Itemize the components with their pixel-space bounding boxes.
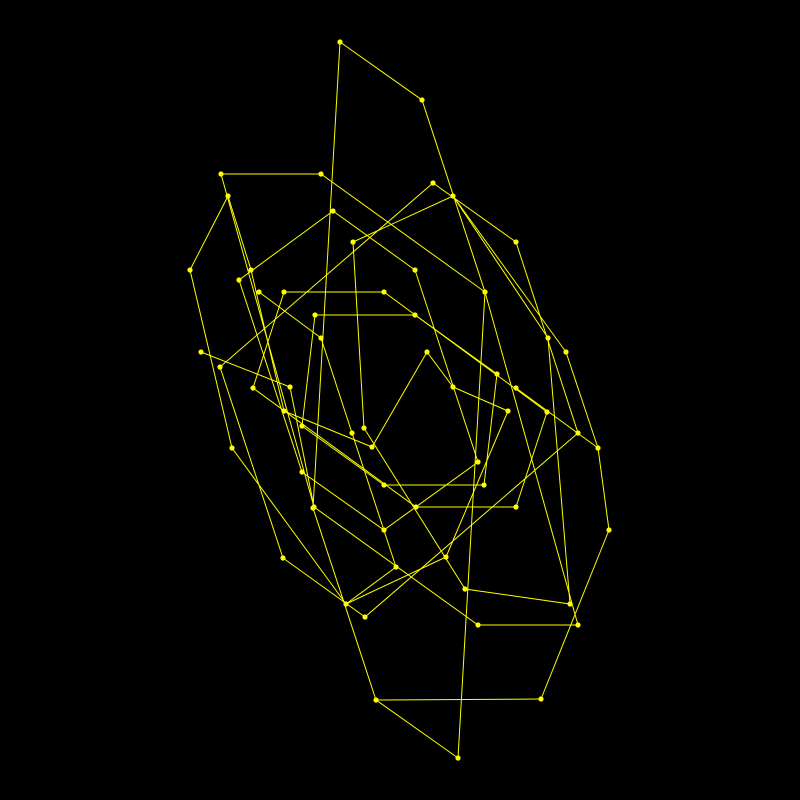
vertex-dot-54 [287, 384, 293, 390]
vertex-dot-16 [280, 555, 286, 561]
vertex-dot-12 [430, 180, 436, 186]
vertex-dot-30 [312, 312, 318, 318]
vertex-dot-3 [482, 289, 488, 295]
vertex-dot-11 [311, 504, 317, 510]
vertex-dot-8 [318, 171, 324, 177]
edge-segment-7 [371, 351, 428, 448]
vertex-dot-53 [198, 349, 204, 355]
vertex-dot-57 [606, 527, 612, 533]
vertex-dot-52 [225, 193, 231, 199]
vertex-dot-1 [337, 39, 343, 45]
vertex-dot-13 [513, 239, 519, 245]
edge-segment-1 [189, 269, 233, 449]
vertex-dot-10 [475, 622, 481, 628]
edge-segment-9 [250, 269, 285, 412]
vertex-dot-41 [361, 425, 367, 431]
edge-segment-6 [426, 351, 454, 388]
edge-segment-2 [231, 447, 347, 605]
edge-segment-18 [565, 351, 599, 449]
edge-segment-14 [515, 387, 599, 449]
edge-segment-15 [597, 447, 610, 531]
vertex-dot-37 [450, 193, 456, 199]
vertex-dot-14 [575, 430, 581, 436]
vertex-dot-15 [362, 614, 368, 620]
vertex-dot-60 [256, 289, 262, 295]
edge-segment-20 [258, 291, 322, 339]
vertex-dot-35 [299, 423, 305, 429]
vertex-dot-56 [595, 445, 601, 451]
vertex-dot-39 [567, 601, 573, 607]
vertex-dot-20 [475, 459, 481, 465]
edge-segment-8 [283, 410, 373, 448]
vertex-dot-5 [373, 697, 379, 703]
vertex-dot-55 [513, 385, 519, 391]
edge-segment-21 [320, 337, 353, 434]
vertex-dot-17 [217, 364, 223, 370]
vertex-dot-32 [494, 371, 500, 377]
vertex-dot-25 [381, 289, 387, 295]
edge-segment-4 [445, 410, 509, 558]
edge-segment-11 [189, 195, 229, 271]
edge-segment-3 [345, 556, 447, 605]
vertex-dot-29 [250, 385, 256, 391]
vertex-dot-62 [349, 430, 355, 436]
vertex-dot-7 [218, 171, 224, 177]
edge-segment-17 [375, 698, 542, 701]
vertex-dot-51 [248, 267, 254, 273]
edge-segment-19 [452, 195, 567, 353]
vertices-layer [187, 39, 612, 761]
vertex-dot-40 [462, 586, 468, 592]
vertex-dot-50 [281, 408, 287, 414]
vertex-dot-4 [455, 755, 461, 761]
vertex-dot-28 [413, 504, 419, 510]
vertex-dot-36 [350, 239, 356, 245]
vertex-dot-46 [505, 408, 511, 414]
vertex-dot-27 [513, 504, 519, 510]
vertex-dot-18 [330, 208, 336, 214]
edge-segment-13 [289, 386, 315, 508]
vertex-dot-19 [412, 267, 418, 273]
vertex-dot-59 [563, 349, 569, 355]
vertex-dot-33 [481, 482, 487, 488]
vertex-dot-61 [318, 335, 324, 341]
vertex-dot-31 [412, 312, 418, 318]
vertex-dot-2 [419, 97, 425, 103]
vertex-dot-23 [236, 277, 242, 283]
vertex-dot-48 [424, 349, 430, 355]
vertex-dot-42 [187, 267, 193, 273]
vertex-dot-38 [545, 335, 551, 341]
vertex-dot-47 [450, 384, 456, 390]
vertex-dot-45 [443, 554, 449, 560]
edge-segment-12 [200, 351, 291, 388]
vertex-dot-22 [299, 469, 305, 475]
vertex-dot-34 [381, 482, 387, 488]
edge-segment-5 [452, 386, 509, 412]
vertex-dot-44 [343, 601, 349, 607]
edge-segment-23 [345, 566, 397, 605]
vertex-dot-24 [281, 289, 287, 295]
edge-segment-16 [540, 529, 610, 700]
vertex-dot-26 [544, 409, 550, 415]
vertex-dot-63 [393, 564, 399, 570]
vertex-dot-49 [369, 444, 375, 450]
edge-segment-10 [227, 195, 252, 271]
vertex-dot-43 [229, 445, 235, 451]
vertex-dot-58 [538, 696, 544, 702]
vertex-dot-21 [381, 527, 387, 533]
edge-segment-22 [351, 432, 397, 568]
vertex-dot-9 [575, 622, 581, 628]
